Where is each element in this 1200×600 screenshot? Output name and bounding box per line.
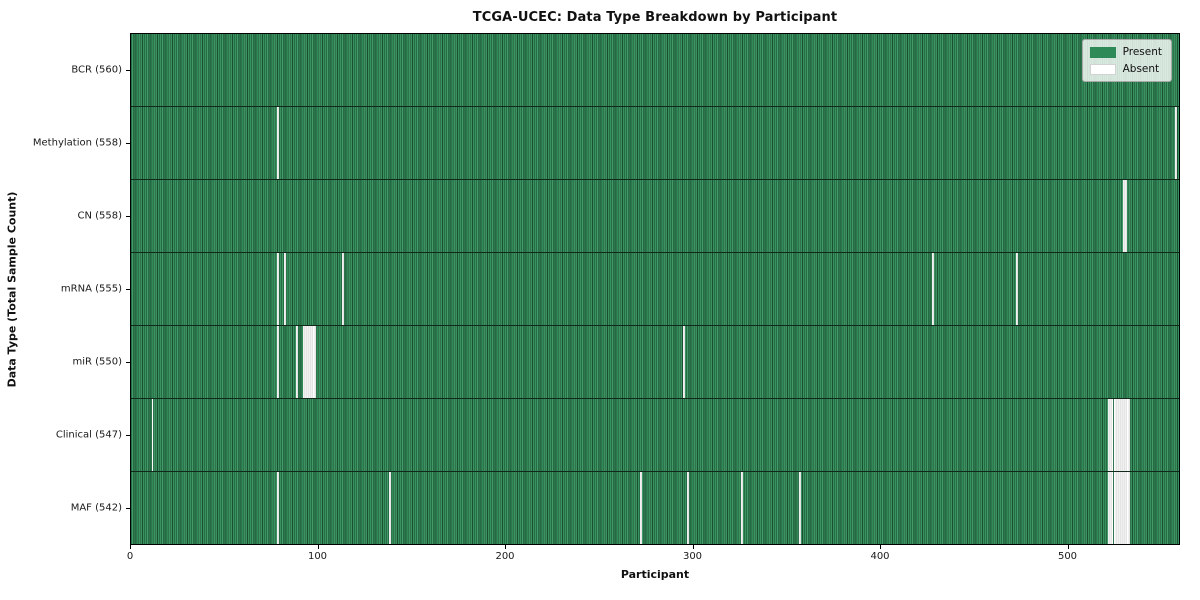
y-tick-mark [126,289,130,290]
absent-cell [1175,107,1178,179]
absent-cell [1111,472,1114,544]
legend-item-present: Present [1089,46,1162,58]
y-tick-label: mRNA (555) [60,283,122,295]
heatmap-row-methylation [131,107,1179,180]
present-swatch-icon [1089,46,1116,58]
absent-cell [1107,399,1110,471]
y-tick-mark [126,362,130,364]
absent-cell [151,399,154,471]
x-tick-mark [505,545,506,549]
absent-cell [1120,472,1123,544]
x-tick-mark [692,545,694,549]
absent-cell [314,326,317,398]
legend-item-absent: Absent [1089,63,1162,75]
chart-title: TCGA-UCEC: Data Type Breakdown by Partic… [472,10,838,25]
plot-area [130,33,1180,545]
absent-cell [295,326,298,398]
y-tick-label: miR (550) [72,356,122,368]
y-tick-mark [126,435,130,437]
y-tick-label: CN (558) [77,210,122,222]
absent-cell [1124,180,1127,252]
absent-cell [741,472,743,544]
absent-cell [1113,472,1116,544]
legend-label-present: Present [1122,46,1162,58]
legend: Present Absent [1081,39,1172,82]
y-tick-mark [126,215,130,217]
absent-cell [1126,472,1129,544]
absent-cell [931,253,934,325]
x-tick-label: 300 [682,551,703,562]
absent-cell [1109,472,1112,544]
absent-cell [1117,399,1120,471]
absent-cell [1122,180,1125,252]
heatmap-row-maf [131,472,1179,544]
x-axis-label: Participant [620,568,690,581]
absent-cell [1120,399,1123,471]
absent-cell [312,326,315,398]
absent-cell [1128,399,1131,471]
absent-cell [306,326,309,398]
absent-cell [1124,399,1127,471]
x-tick-label: 200 [495,551,515,562]
absent-cell [1016,253,1019,325]
absent-cell [276,326,279,398]
absent-cell [310,326,313,398]
absent-cell [276,253,279,325]
x-tick-mark [1067,545,1069,549]
absent-cell [1128,472,1131,544]
absent-swatch-icon [1089,63,1116,75]
x-tick-mark [130,545,131,549]
heatmap-row-clinical [131,399,1179,472]
absent-cell [1111,399,1114,471]
absent-cell [276,472,279,544]
y-tick-mark [126,142,130,144]
y-tick-label: BCR (560) [71,64,122,76]
x-tick-mark [880,545,881,549]
absent-cell [686,472,689,544]
absent-cell [1122,472,1125,544]
absent-cell [308,326,311,398]
absent-cell [799,472,801,544]
x-tick-label: 400 [870,551,890,562]
absent-cell [683,326,685,398]
absent-cell [389,472,392,544]
x-tick-mark [317,545,319,549]
absent-cell [303,326,306,398]
absent-cell [1109,399,1112,471]
heatmap-row-mir [131,326,1179,399]
y-tick-label: Clinical (547) [55,429,122,441]
absent-cell [1115,472,1118,544]
absent-cell [1119,472,1121,544]
x-tick-label: 500 [1057,551,1078,562]
absent-cell [1113,399,1116,471]
absent-cell [1122,399,1125,471]
x-tick-label: 100 [307,551,328,562]
absent-cell [1124,472,1127,544]
absent-cell [284,253,287,325]
absent-cell [342,253,345,325]
absent-cell [276,107,279,179]
y-tick-mark [126,69,130,71]
absent-cell [1126,399,1129,471]
heatmap-row-mrna [131,253,1179,326]
heatmap-row-cn [131,180,1179,253]
absent-cell [640,472,642,544]
absent-cell [1107,472,1110,544]
legend-label-absent: Absent [1122,63,1160,75]
heatmap-row-bcr [131,34,1179,107]
y-tick-label: MAF (542) [70,502,122,514]
y-tick-label: Methylation (558) [32,137,122,149]
absent-cell [1119,399,1121,471]
absent-cell [305,326,307,398]
x-tick-label: 0 [126,551,134,562]
absent-cell [1117,472,1120,544]
y-axis-label: Data Type (Total Sample Count) [5,191,19,388]
absent-cell [1115,399,1118,471]
y-tick-mark [126,508,130,510]
